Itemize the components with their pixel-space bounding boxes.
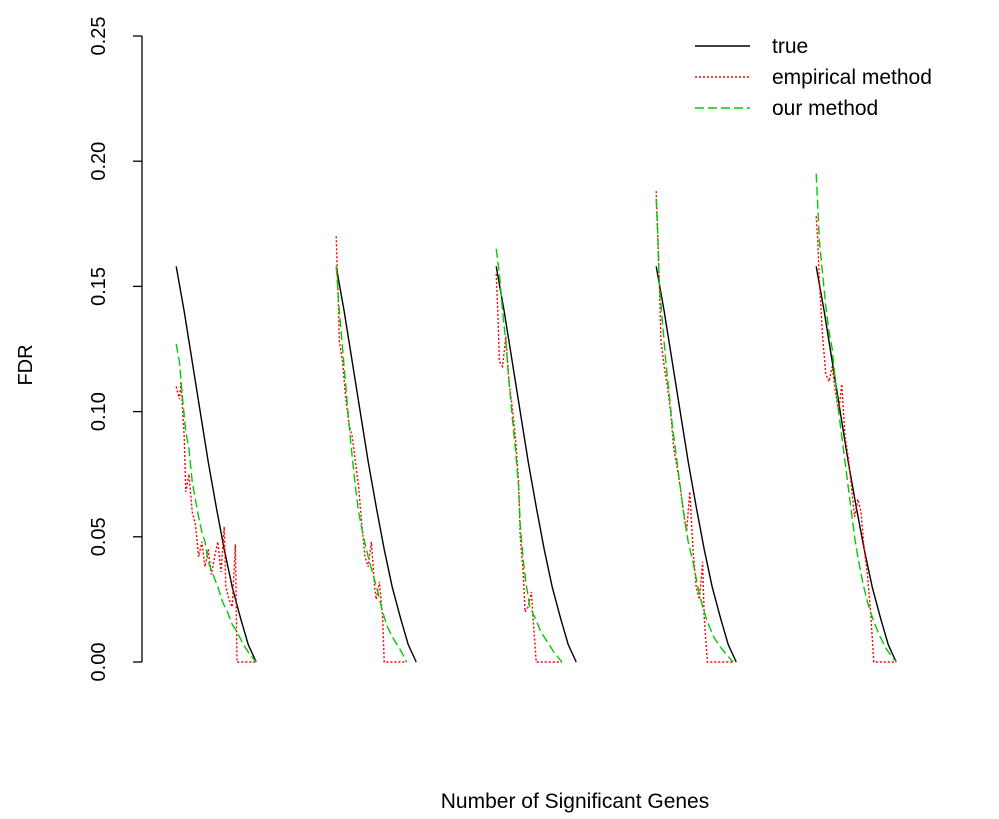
legend-label: empirical method <box>772 66 932 89</box>
y-axis: 0.00 0.05 0.10 0.15 0.20 0.25 <box>88 17 143 682</box>
series-line-empirical-method <box>815 216 897 663</box>
series-line-true <box>495 266 577 663</box>
series-line-empirical-method <box>335 236 407 663</box>
y-axis-label: FDR <box>15 344 37 385</box>
y-tick-label: 0.15 <box>88 267 110 306</box>
y-ticks: 0.00 0.05 0.10 0.15 0.20 0.25 <box>88 17 142 682</box>
series-our-method <box>175 173 897 663</box>
series-line-our-method <box>175 343 257 663</box>
series-true <box>175 266 897 663</box>
x-axis-label: Number of Significant Genes <box>441 790 709 813</box>
series-line-our-method <box>495 248 563 663</box>
series-layer <box>175 173 897 663</box>
legend-label: our method <box>772 97 878 120</box>
legend-label: true <box>772 35 808 58</box>
series-line-our-method <box>655 198 734 663</box>
y-tick-label: 0.25 <box>88 17 110 56</box>
series-line-true <box>175 266 257 663</box>
y-tick-label: 0.10 <box>88 392 110 431</box>
series-line-empirical-method <box>175 381 257 663</box>
series-line-empirical-method <box>655 191 733 663</box>
series-line-true <box>335 266 417 663</box>
legend: true empirical method our method <box>695 35 932 120</box>
series-line-true <box>655 266 737 663</box>
series-empirical-method <box>175 191 897 663</box>
series-line-our-method <box>815 173 897 663</box>
series-line-our-method <box>335 266 408 663</box>
series-line-true <box>815 266 897 663</box>
y-tick-label: 0.20 <box>88 142 110 181</box>
y-tick-label: 0.05 <box>88 517 110 556</box>
y-tick-label: 0.00 <box>88 643 110 682</box>
